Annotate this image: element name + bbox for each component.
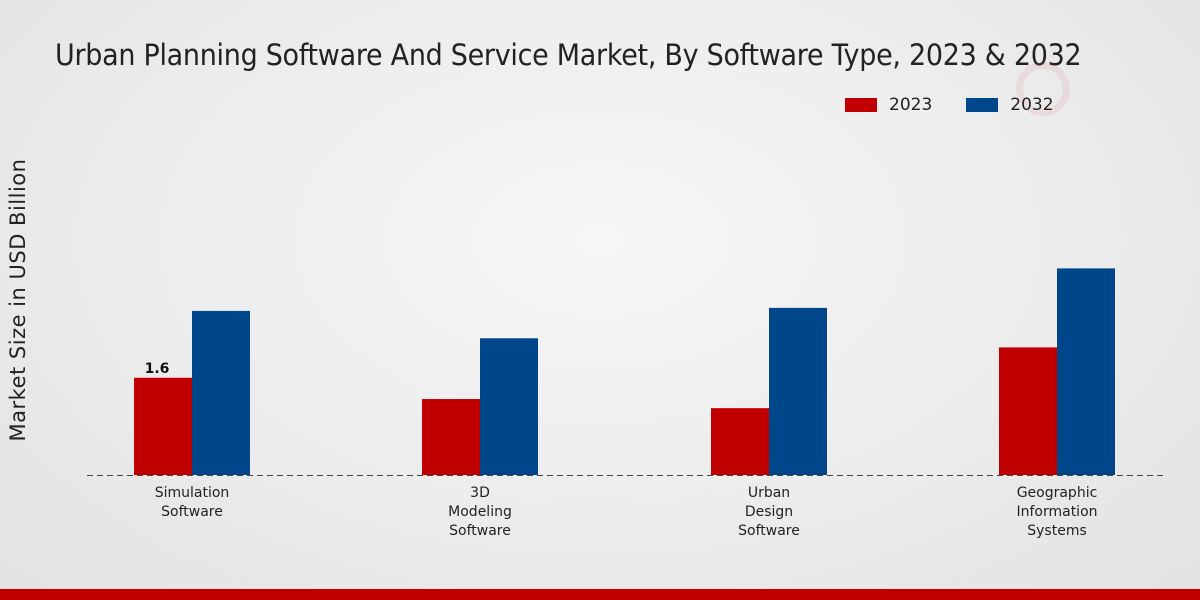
x-tick-label-0: Simulation Software	[155, 485, 230, 520]
chart-legend: 2023 2032	[845, 95, 1088, 115]
legend-swatch-2032	[966, 98, 999, 112]
bar-2032-1	[480, 338, 538, 475]
x-tick-label-3: Geographic Information Systems	[1016, 485, 1097, 539]
footer-bar	[0, 589, 1200, 600]
bar-2032-3	[1057, 268, 1115, 475]
bar-2032-0	[192, 310, 250, 475]
x-tick-label-1: 3D Modeling Software	[448, 485, 512, 539]
legend-item-2032: 2032	[966, 95, 1054, 115]
bar-2023-1	[422, 399, 480, 475]
legend-item-2023: 2023	[845, 95, 932, 115]
bar-2032-2	[769, 307, 827, 475]
legend-label-2032: 2032	[1010, 95, 1054, 115]
bar-2023-0	[134, 377, 192, 475]
chart-title: Urban Planning Software And Service Mark…	[55, 38, 1082, 72]
bar-2023-3	[999, 347, 1057, 475]
bar-2023-2	[711, 408, 769, 475]
legend-swatch-2023	[845, 98, 877, 112]
x-tick-label-2: Urban Design Software	[738, 485, 800, 539]
legend-label-2023: 2023	[889, 95, 933, 115]
watermark-logo-icon	[1016, 62, 1070, 116]
data-label-0: 1.6	[145, 361, 170, 377]
